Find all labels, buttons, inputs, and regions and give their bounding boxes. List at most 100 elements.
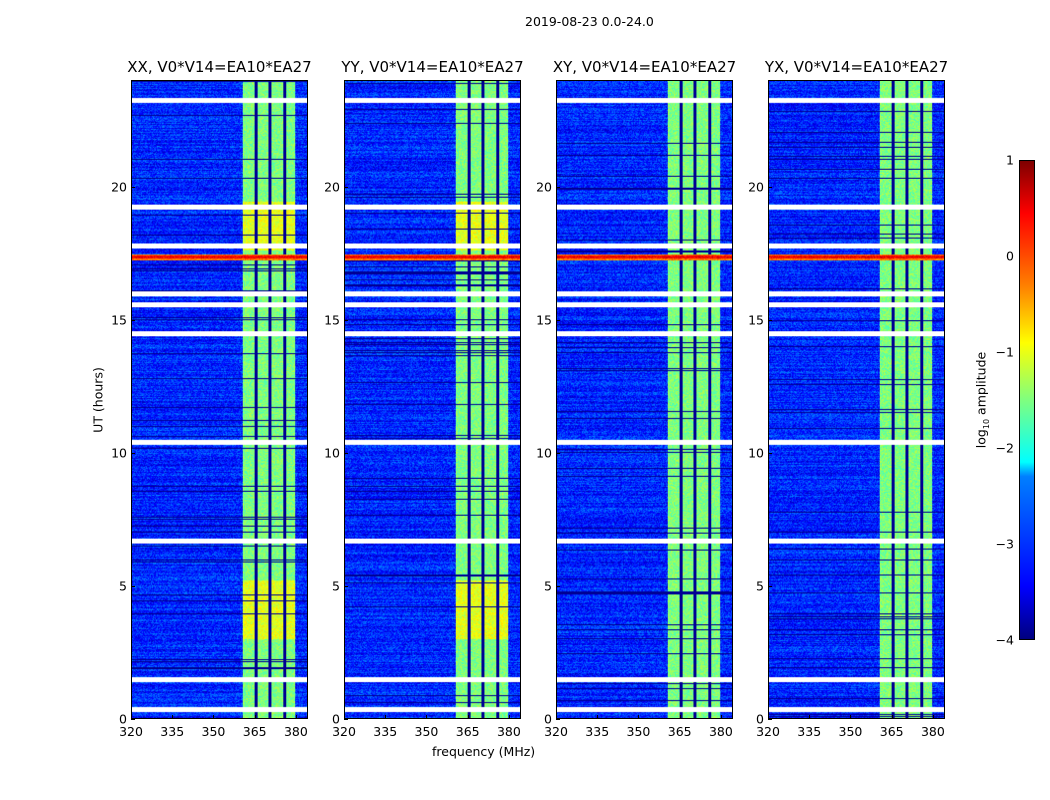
x-tick-label: 350 bbox=[201, 724, 226, 739]
x-tick bbox=[254, 715, 256, 719]
heatmap-canvas bbox=[769, 81, 944, 718]
y-tick-label: 0 bbox=[119, 711, 127, 727]
colorbar-tick-label: 0 bbox=[1006, 248, 1014, 264]
y-tick bbox=[556, 319, 560, 321]
y-tick-label: 5 bbox=[332, 578, 340, 594]
y-tick-label: 20 bbox=[324, 179, 340, 194]
y-tick bbox=[344, 319, 348, 321]
colorbar-tick-label: −2 bbox=[995, 440, 1014, 456]
y-tick bbox=[768, 585, 772, 587]
y-tick-label: 0 bbox=[332, 711, 340, 727]
x-tick-label: 365 bbox=[455, 724, 480, 739]
x-tick-label: 320 bbox=[756, 724, 780, 739]
y-tick-label: 15 bbox=[536, 312, 552, 328]
x-tick bbox=[213, 715, 215, 719]
x-tick bbox=[850, 715, 852, 719]
x-tick-label: 380 bbox=[920, 724, 945, 739]
y-tick bbox=[131, 719, 135, 720]
y-tick bbox=[131, 186, 135, 188]
x-tick-label: 365 bbox=[879, 724, 904, 739]
x-tick-label: 320 bbox=[332, 724, 356, 739]
colorbar-tick-label: −3 bbox=[995, 536, 1014, 552]
y-tick-label: 10 bbox=[111, 445, 127, 461]
x-tick-label: 350 bbox=[626, 724, 651, 739]
x-tick-label: 335 bbox=[373, 724, 398, 739]
y-tick bbox=[131, 585, 135, 587]
heatmap-canvas bbox=[557, 81, 732, 718]
y-tick-label: 15 bbox=[748, 312, 764, 328]
heatmap-panel-3 bbox=[768, 80, 945, 719]
y-tick-label: 20 bbox=[748, 179, 764, 194]
colorbar-label-rest: amplitude bbox=[973, 351, 989, 419]
x-tick-label: 320 bbox=[119, 724, 143, 739]
x-tick bbox=[508, 715, 510, 719]
x-tick bbox=[467, 715, 469, 719]
y-tick bbox=[344, 186, 348, 188]
x-tick bbox=[131, 715, 132, 719]
x-tick-label: 335 bbox=[585, 724, 610, 739]
x-tick bbox=[556, 715, 557, 719]
y-tick bbox=[344, 719, 348, 720]
y-tick bbox=[344, 585, 348, 587]
heatmap-panel-2 bbox=[556, 80, 733, 719]
y-tick-label: 15 bbox=[324, 312, 340, 328]
colorbar-tick-label: −4 bbox=[995, 632, 1014, 648]
y-tick-label: 5 bbox=[544, 578, 552, 594]
y-tick bbox=[131, 319, 135, 321]
y-tick bbox=[768, 452, 772, 454]
colorbar-tick-label: 1 bbox=[1006, 152, 1014, 168]
x-tick bbox=[426, 715, 428, 719]
y-tick bbox=[556, 719, 560, 720]
y-tick-label: 5 bbox=[119, 578, 127, 594]
panel-title: YX, V0*V14=EA10*EA27 bbox=[764, 58, 949, 76]
colorbar-label-sub: 10 bbox=[981, 418, 991, 430]
heatmap-panel-1 bbox=[344, 80, 521, 719]
y-tick-label: 20 bbox=[536, 179, 552, 194]
x-tick-label: 380 bbox=[708, 724, 733, 739]
x-tick bbox=[385, 715, 387, 719]
x-axis-label: frequency (MHz) bbox=[432, 744, 536, 759]
x-tick bbox=[768, 715, 769, 719]
y-tick-label: 5 bbox=[756, 578, 764, 594]
x-tick bbox=[344, 715, 345, 719]
x-tick-label: 365 bbox=[242, 724, 267, 739]
x-tick-label: 350 bbox=[414, 724, 439, 739]
x-tick bbox=[809, 715, 811, 719]
x-tick-label: 380 bbox=[283, 724, 308, 739]
y-tick-label: 15 bbox=[111, 312, 127, 328]
y-tick bbox=[556, 186, 560, 188]
x-tick bbox=[891, 715, 893, 719]
x-tick bbox=[597, 715, 599, 719]
x-tick bbox=[295, 715, 297, 719]
x-tick-label: 350 bbox=[838, 724, 863, 739]
heatmap-canvas bbox=[132, 81, 307, 718]
y-tick bbox=[131, 452, 135, 454]
x-tick bbox=[932, 715, 934, 719]
x-tick-label: 335 bbox=[797, 724, 822, 739]
y-tick bbox=[768, 186, 772, 188]
x-tick bbox=[720, 715, 722, 719]
panel-title: YY, V0*V14=EA10*EA27 bbox=[341, 58, 524, 76]
panel-title: XX, V0*V14=EA10*EA27 bbox=[127, 58, 312, 76]
x-tick bbox=[638, 715, 640, 719]
x-tick bbox=[679, 715, 681, 719]
y-axis-label: UT (hours) bbox=[90, 367, 106, 433]
x-tick bbox=[172, 715, 174, 719]
colorbar-label-log: log bbox=[973, 429, 989, 449]
y-tick bbox=[556, 452, 560, 454]
x-tick-label: 335 bbox=[160, 724, 185, 739]
panel-title: XY, V0*V14=EA10*EA27 bbox=[552, 58, 737, 76]
y-tick-label: 10 bbox=[748, 445, 764, 461]
y-tick-label: 10 bbox=[324, 445, 340, 461]
colorbar bbox=[1019, 160, 1035, 640]
colorbar-label: log10 amplitude bbox=[973, 352, 991, 448]
y-tick bbox=[768, 319, 772, 321]
colorbar-tick-label: −1 bbox=[995, 344, 1014, 360]
y-tick-label: 0 bbox=[756, 711, 764, 727]
y-tick-label: 20 bbox=[111, 179, 127, 194]
x-tick-label: 380 bbox=[496, 724, 521, 739]
y-tick-label: 10 bbox=[536, 445, 552, 461]
x-tick-label: 365 bbox=[667, 724, 692, 739]
heatmap-panel-0 bbox=[131, 80, 308, 719]
